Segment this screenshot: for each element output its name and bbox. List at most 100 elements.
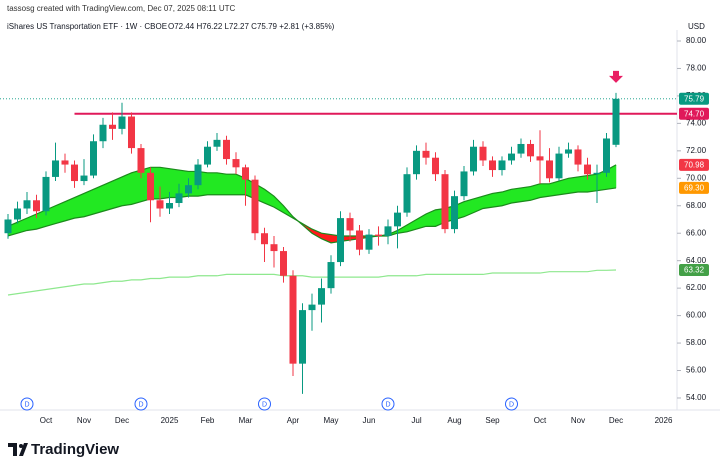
candle-body — [337, 218, 344, 263]
y-tick-label: 70.00 — [686, 173, 707, 182]
candle-body — [194, 164, 202, 186]
fast-line — [7, 164, 617, 244]
candle-body — [4, 219, 12, 234]
ma-line — [7, 269, 617, 296]
candle-body — [327, 262, 335, 289]
x-tick-label: Mar — [239, 416, 253, 425]
x-tick-label: 2026 — [655, 416, 673, 425]
price-label-box — [679, 264, 709, 277]
candle-body — [299, 310, 306, 364]
candle-body — [603, 138, 610, 173]
x-tick-label: May — [323, 416, 338, 425]
candle-body — [403, 174, 411, 213]
dividend-circle — [20, 397, 34, 411]
x-tick-label: Feb — [201, 416, 215, 425]
price-label: 69.30 — [684, 184, 705, 193]
candle-body — [536, 156, 544, 161]
logo: TradingView — [8, 441, 119, 458]
credit: tassosg created with TradingView.com, De… — [7, 4, 235, 13]
x-tick-label: Aug — [447, 416, 461, 425]
x-tick-label: Nov — [77, 416, 91, 425]
candle-body — [242, 167, 249, 180]
candle-body — [23, 200, 31, 209]
candle-body — [508, 153, 515, 161]
candle-body — [555, 153, 563, 179]
dividend-label: D — [262, 401, 267, 408]
y-tick-label: 66.00 — [686, 228, 707, 237]
candle-body — [280, 251, 287, 276]
candle-body — [498, 160, 506, 171]
dividend-marker: D — [258, 397, 271, 411]
candle-body — [308, 304, 316, 311]
price-label: 70.98 — [684, 160, 705, 169]
candle-body — [546, 160, 553, 179]
cloud — [587, 173, 598, 193]
y-tick-label: 80.00 — [686, 36, 707, 45]
symbol: iShares US Transportation ETF · 1W · CBO… — [7, 22, 167, 31]
x-tick-label: Jul — [411, 416, 421, 425]
candle-body — [574, 149, 582, 165]
candle-body — [42, 176, 50, 212]
y-tick-label: 78.00 — [686, 64, 707, 73]
y-tick-label: 60.00 — [686, 311, 707, 320]
candle-body — [147, 172, 154, 201]
y-tick-label: 56.00 — [686, 366, 707, 375]
candle-body — [223, 139, 230, 160]
price-label: 75.79 — [684, 94, 705, 103]
slow-line — [7, 187, 617, 237]
candle-body — [489, 160, 496, 171]
candle-body — [346, 218, 354, 231]
logo-icon — [8, 443, 28, 456]
dividend-marker: D — [134, 397, 148, 411]
price-label-box — [679, 92, 709, 105]
candle-body — [470, 146, 477, 172]
candle-body — [593, 172, 601, 175]
x-tick-label: Dec — [115, 416, 129, 425]
candle-body — [14, 208, 21, 220]
price-label: 63.32 — [684, 266, 705, 275]
cloud — [131, 169, 142, 205]
cloud — [511, 187, 522, 204]
candle-body — [365, 234, 373, 250]
dividend-marker: D — [505, 397, 518, 411]
x-tick-label: Oct — [40, 416, 53, 425]
logo-icon — [19, 444, 23, 448]
x-tick-label: Sep — [485, 416, 500, 425]
candle-body — [175, 193, 183, 204]
ohlc: O72.44 H76.22 L72.27 C75.79 +2.81 (+3.85… — [168, 22, 335, 31]
dividend-circle — [134, 397, 148, 411]
candle-body — [137, 148, 145, 173]
candle-body — [394, 212, 401, 227]
dividend-marker: D — [20, 397, 34, 411]
cloud — [169, 168, 180, 198]
cloud — [216, 172, 227, 196]
x-tick-label: 2025 — [161, 416, 179, 425]
candle-body — [99, 124, 107, 142]
x-tick-label: Jun — [363, 416, 376, 425]
candle-body — [61, 160, 69, 165]
candle-body — [384, 226, 392, 236]
cloud — [539, 183, 550, 198]
candle-body — [232, 159, 240, 168]
candle-body — [213, 139, 221, 147]
candle-body — [156, 200, 164, 209]
price-label-box — [679, 158, 709, 171]
candle-body — [109, 124, 116, 129]
dividend-label: D — [509, 401, 514, 408]
brand: TradingView — [31, 441, 119, 458]
cloud — [577, 175, 588, 193]
y-tick-label: 58.00 — [686, 338, 707, 347]
candle-body — [612, 98, 620, 145]
cloud — [159, 167, 170, 200]
candle-body — [565, 149, 572, 154]
dividend-marker: D — [381, 397, 395, 411]
candle-body — [441, 174, 449, 230]
candle-body — [251, 179, 259, 234]
candle-body — [204, 146, 211, 165]
candle-body — [460, 171, 468, 197]
cloud — [102, 180, 113, 212]
candle-body — [432, 157, 439, 175]
candle-body — [80, 175, 88, 182]
